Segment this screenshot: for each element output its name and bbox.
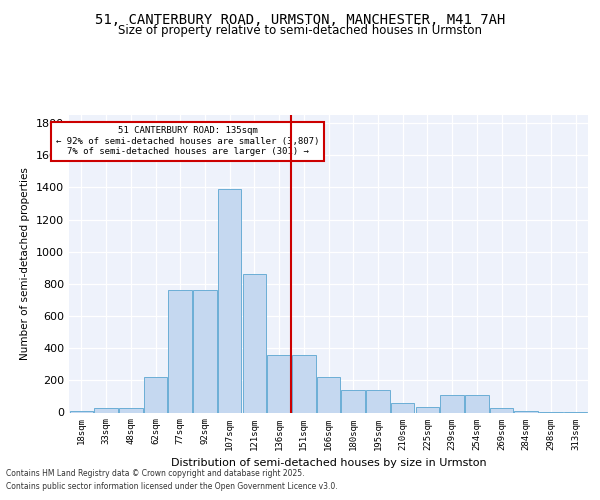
Text: Contains public sector information licensed under the Open Government Licence v3: Contains public sector information licen… (6, 482, 338, 491)
Y-axis label: Number of semi-detached properties: Number of semi-detached properties (20, 168, 31, 360)
Text: Contains HM Land Registry data © Crown copyright and database right 2025.: Contains HM Land Registry data © Crown c… (6, 468, 305, 477)
Bar (416, 407, 439, 412)
Bar (144, 377, 167, 412)
Bar (193, 290, 217, 412)
Bar (169, 290, 192, 412)
Bar (242, 274, 266, 412)
Bar (119, 408, 143, 412)
Bar (317, 377, 340, 412)
Bar (391, 403, 415, 412)
Bar (440, 395, 464, 412)
Bar (292, 354, 316, 412)
Bar (490, 408, 513, 412)
Text: 51, CANTERBURY ROAD, URMSTON, MANCHESTER, M41 7AH: 51, CANTERBURY ROAD, URMSTON, MANCHESTER… (95, 12, 505, 26)
X-axis label: Distribution of semi-detached houses by size in Urmston: Distribution of semi-detached houses by … (170, 458, 487, 468)
Bar (218, 189, 241, 412)
Bar (514, 411, 538, 412)
Bar (70, 411, 93, 412)
Bar (268, 354, 291, 412)
Text: 51 CANTERBURY ROAD: 135sqm
← 92% of semi-detached houses are smaller (3,807)
7% : 51 CANTERBURY ROAD: 135sqm ← 92% of semi… (56, 126, 319, 156)
Bar (94, 408, 118, 412)
Bar (341, 390, 365, 412)
Bar (465, 395, 488, 412)
Bar (366, 390, 389, 412)
Text: Size of property relative to semi-detached houses in Urmston: Size of property relative to semi-detach… (118, 24, 482, 37)
